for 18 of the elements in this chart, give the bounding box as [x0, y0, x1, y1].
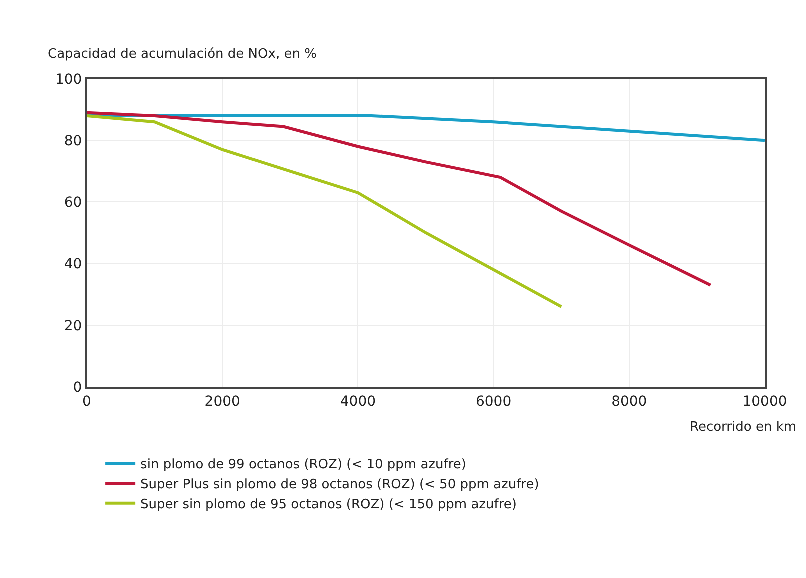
x-tick-label: 6000 — [476, 394, 512, 410]
x-tick-label: 10000 — [742, 394, 788, 410]
y-tick-label: 60 — [64, 195, 82, 212]
y-tick-label: 100 — [55, 72, 82, 88]
y-axis-title: Capacidad de acumulación de NOx, en % — [48, 47, 317, 62]
legend-label: sin plomo de 99 octanos (ROZ) (< 10 ppm azufre) — [140, 458, 466, 473]
y-tick-label: 40 — [64, 256, 82, 273]
x-tick-label: 8000 — [612, 394, 648, 410]
x-tick-label: 4000 — [340, 394, 376, 410]
y-tick-label: 20 — [64, 318, 82, 334]
line-series — [87, 114, 564, 308]
x-axis-title: Recorrido en km — [690, 420, 797, 435]
legend-label: Super sin plomo de 95 octanos (ROZ) (< 150 ppm azufre) — [140, 497, 517, 512]
line-series — [87, 111, 712, 287]
y-tick-label: 0 — [73, 380, 82, 396]
legend-label: Super Plus sin plomo de 98 octanos (ROZ) (< 50 ppm azufre) — [140, 478, 540, 493]
y-tick-label: 80 — [64, 134, 82, 150]
x-tick-label: 2000 — [204, 394, 240, 410]
